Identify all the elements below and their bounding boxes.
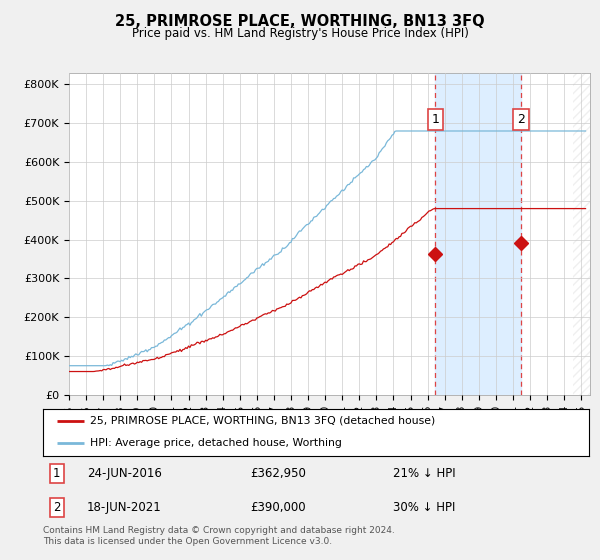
Text: Price paid vs. HM Land Registry's House Price Index (HPI): Price paid vs. HM Land Registry's House …: [131, 27, 469, 40]
Bar: [573, 73, 590, 395]
Bar: [573, 73, 590, 395]
Bar: [436, 73, 521, 395]
Text: Contains HM Land Registry data © Crown copyright and database right 2024.
This d: Contains HM Land Registry data © Crown c…: [43, 526, 395, 546]
Text: 25, PRIMROSE PLACE, WORTHING, BN13 3FQ (detached house): 25, PRIMROSE PLACE, WORTHING, BN13 3FQ (…: [89, 416, 435, 426]
Text: 25, PRIMROSE PLACE, WORTHING, BN13 3FQ: 25, PRIMROSE PLACE, WORTHING, BN13 3FQ: [115, 14, 485, 29]
Text: £362,950: £362,950: [251, 467, 307, 480]
Text: 30% ↓ HPI: 30% ↓ HPI: [392, 501, 455, 514]
Text: 24-JUN-2016: 24-JUN-2016: [87, 467, 162, 480]
Text: 21% ↓ HPI: 21% ↓ HPI: [392, 467, 455, 480]
Text: 2: 2: [53, 501, 61, 514]
Text: 18-JUN-2021: 18-JUN-2021: [87, 501, 161, 514]
Text: 1: 1: [431, 113, 439, 126]
Text: 2: 2: [517, 113, 525, 126]
Text: HPI: Average price, detached house, Worthing: HPI: Average price, detached house, Wort…: [89, 438, 341, 448]
Text: £390,000: £390,000: [251, 501, 307, 514]
Text: 1: 1: [53, 467, 61, 480]
